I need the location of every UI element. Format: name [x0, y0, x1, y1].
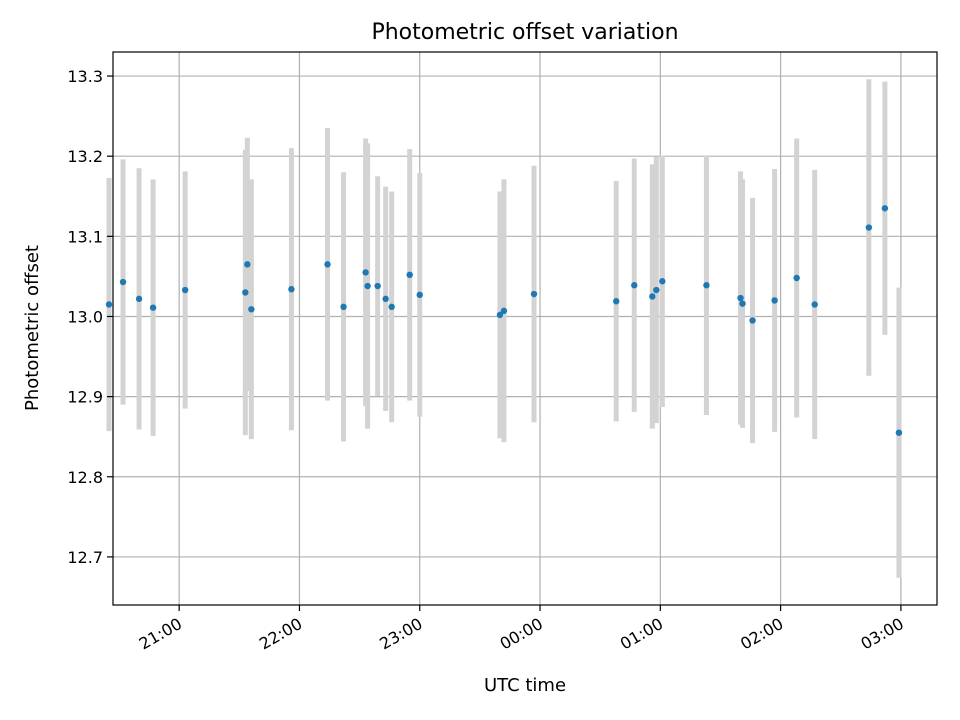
- data-point: [530, 290, 538, 298]
- chart-title: Photometric offset variation: [371, 20, 678, 45]
- data-point: [496, 311, 504, 319]
- x-tick-label: 00:00: [497, 614, 546, 654]
- data-point: [364, 282, 371, 290]
- data-point: [749, 317, 756, 324]
- data-point: [105, 301, 113, 308]
- y-axis: 12.7 12.8 12.9 13.0 13.1 13.2 13.3: [67, 67, 113, 567]
- data-point: [362, 269, 369, 276]
- data-point: [288, 286, 295, 293]
- data-point: [242, 289, 249, 296]
- data-point: [631, 282, 638, 289]
- x-tick-label: 01:00: [617, 614, 666, 654]
- data-point: [416, 291, 423, 299]
- y-tick-label: 13.3: [67, 67, 103, 86]
- data-point: [653, 286, 660, 294]
- x-tick-label: 22:00: [256, 614, 305, 654]
- plot-frame: [112, 51, 938, 606]
- y-tick-label: 13.1: [67, 227, 103, 246]
- data-point: [340, 303, 347, 311]
- data-point: [181, 286, 189, 294]
- data-point: [324, 261, 331, 268]
- y-axis-label: Photometric offset: [22, 245, 43, 411]
- data-point: [388, 303, 395, 311]
- data-point: [649, 293, 656, 300]
- data-point: [737, 294, 744, 302]
- x-tick-label: 23:00: [376, 614, 425, 654]
- data-point: [119, 278, 127, 286]
- x-axis-label: UTC time: [484, 675, 566, 696]
- y-tick-label: 12.9: [67, 388, 103, 407]
- data-point: [149, 304, 157, 311]
- x-axis: 21:00 22:00 23:00 00:00 01:00 02:00 03:00: [136, 605, 907, 654]
- data-point: [771, 297, 778, 304]
- data-points: [105, 205, 903, 436]
- x-tick-label: 02:00: [737, 614, 786, 654]
- y-tick-label: 12.8: [67, 468, 103, 487]
- x-tick-label: 21:00: [136, 614, 185, 654]
- data-point: [703, 282, 710, 289]
- y-tick-label: 13.2: [67, 147, 103, 166]
- data-point: [382, 295, 389, 303]
- data-point: [739, 300, 746, 307]
- data-point: [865, 224, 873, 231]
- y-tick-label: 12.7: [67, 548, 103, 567]
- data-point: [811, 301, 818, 308]
- data-point: [374, 282, 381, 290]
- y-tick-label: 13.0: [67, 307, 103, 326]
- data-point: [881, 205, 889, 212]
- data-point: [793, 274, 800, 282]
- data-point: [659, 278, 666, 285]
- data-point: [135, 295, 143, 303]
- data-point: [613, 298, 620, 305]
- data-point: [248, 306, 255, 313]
- data-point: [895, 429, 903, 436]
- data-point: [500, 307, 508, 315]
- data-point: [406, 271, 413, 279]
- data-point: [244, 261, 251, 268]
- x-tick-label: 03:00: [857, 614, 906, 654]
